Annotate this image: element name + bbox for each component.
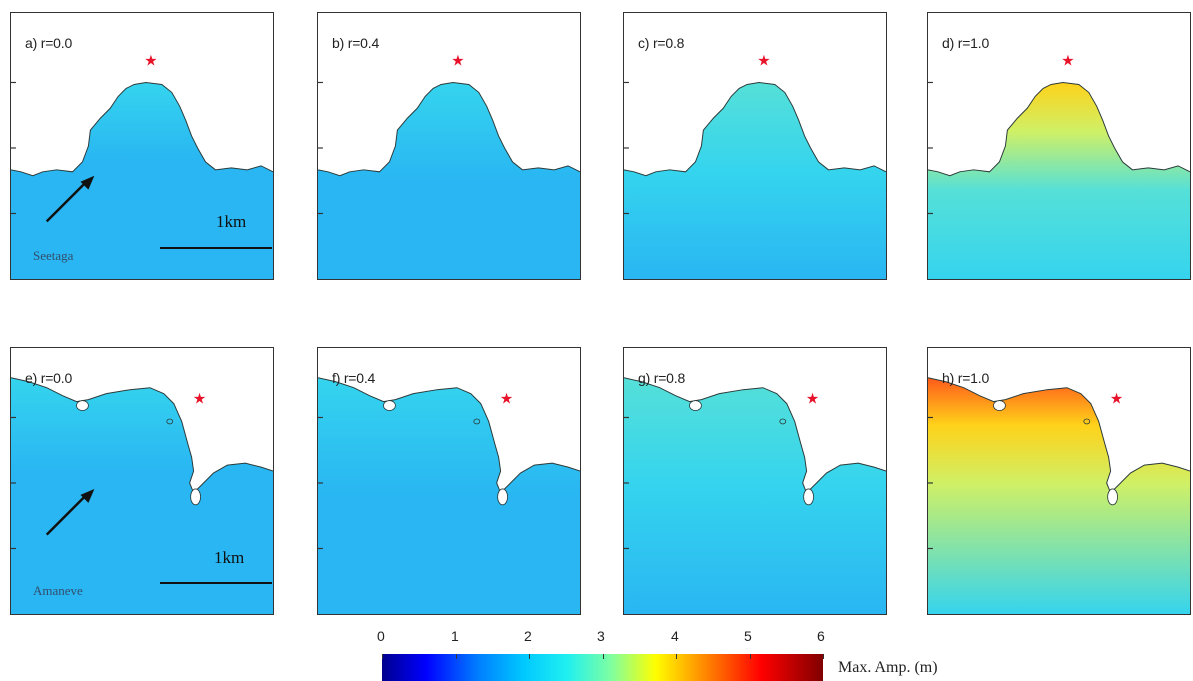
water-amplitude-field — [624, 82, 886, 279]
scale-label-bottom: 1km — [214, 548, 245, 567]
scale-bar-bottom — [160, 582, 272, 584]
panel-a: ★ a) r=0.0 — [10, 12, 274, 280]
islet — [497, 488, 508, 506]
panel-label: e) r=0.0 — [25, 370, 73, 386]
colorbar-tick-mark — [823, 654, 824, 659]
epicenter-star-icon: ★ — [500, 390, 513, 408]
epicenter-star-icon: ★ — [757, 52, 770, 70]
map-panel-a: ★ — [11, 52, 273, 279]
panel-d: ★ d) r=1.0 — [927, 12, 1191, 280]
islet — [76, 400, 89, 411]
panel-label: a) r=0.0 — [25, 35, 73, 51]
epicenter-star-icon: ★ — [451, 52, 464, 70]
map-panel-c: ★ — [624, 52, 886, 279]
colorbar-tick-6: 6 — [817, 628, 825, 644]
panel-label: c) r=0.8 — [638, 35, 685, 51]
epicenter-star-icon: ★ — [806, 390, 819, 408]
islet — [166, 418, 174, 425]
islet — [1107, 488, 1118, 506]
panel-h: ★ h) r=1.0 — [927, 347, 1191, 615]
panel-label: f) r=0.4 — [332, 370, 376, 386]
panel-label: d) r=1.0 — [942, 35, 990, 51]
epicenter-star-icon: ★ — [193, 390, 206, 408]
colorbar-tick-mark — [602, 654, 604, 659]
water-amplitude-field — [318, 82, 580, 279]
colorbar-tick-mark — [749, 654, 751, 659]
map-panel-b: ★ — [318, 52, 580, 279]
panel-c: ★ c) r=0.8 — [623, 12, 887, 280]
panel-g: ★ g) r=0.8 — [623, 347, 887, 615]
islet — [190, 488, 201, 506]
colorbar-tick-3: 3 — [597, 628, 605, 644]
coastline — [928, 377, 1190, 494]
panel-e: ★ e) r=0.0 — [10, 347, 274, 615]
islet — [803, 488, 814, 506]
water-amplitude-field — [928, 82, 1190, 279]
epicenter-star-icon: ★ — [1061, 52, 1074, 70]
colorbar-tick-5: 5 — [744, 628, 752, 644]
islet — [473, 418, 481, 425]
arrow-head-icon — [80, 488, 95, 503]
coastline — [11, 377, 273, 494]
islet — [689, 400, 702, 411]
wave-direction-arrow — [45, 494, 88, 536]
map-panel-d: ★ — [928, 52, 1190, 279]
colorbar-tick-1: 1 — [451, 628, 459, 644]
colorbar-tick-2: 2 — [524, 628, 532, 644]
panel-label: b) r=0.4 — [332, 35, 380, 51]
colorbar-title: Max. Amp. (m) — [838, 659, 938, 676]
water-amplitude-field — [624, 377, 886, 614]
colorbar-tick-0: 0 — [377, 628, 385, 644]
panel-b: ★ b) r=0.4 — [317, 12, 581, 280]
epicenter-star-icon: ★ — [1110, 390, 1123, 408]
colorbar-tick-mark — [676, 654, 677, 659]
map-panel-f: ★ — [318, 377, 580, 614]
colorbar-tick-mark — [382, 654, 383, 659]
epicenter-star-icon: ★ — [144, 52, 157, 70]
water-amplitude-field — [11, 82, 273, 279]
arrow-head-icon — [80, 175, 95, 190]
scale-bar-top — [160, 247, 272, 249]
coastline — [318, 81, 580, 177]
water-amplitude-field — [318, 377, 580, 614]
coastline — [928, 81, 1190, 177]
panel-label: g) r=0.8 — [638, 370, 686, 386]
coastline — [11, 81, 273, 177]
islet — [1083, 418, 1091, 425]
coastline — [624, 377, 886, 494]
water-amplitude-field — [11, 377, 273, 614]
scale-label-top: 1km — [216, 212, 247, 231]
panel-label: h) r=1.0 — [942, 370, 990, 386]
colorbar-tick-mark — [529, 654, 530, 659]
water-amplitude-field — [928, 377, 1190, 614]
islet — [383, 400, 396, 411]
islet — [993, 400, 1006, 411]
coastline — [318, 377, 580, 494]
colorbar-tick-4: 4 — [671, 628, 679, 644]
coastline — [624, 81, 886, 177]
place-name-top: Seetaga — [33, 248, 74, 263]
wave-direction-arrow — [45, 180, 88, 223]
colorbar-tick-mark — [455, 654, 457, 659]
islet — [779, 418, 787, 425]
panel-f: ★ f) r=0.4 — [317, 347, 581, 615]
map-panel-h: ★ — [928, 377, 1190, 614]
map-panel-g: ★ — [624, 377, 886, 614]
place-name-bottom: Amaneve — [33, 583, 83, 598]
map-panel-e: ★ — [11, 377, 273, 614]
